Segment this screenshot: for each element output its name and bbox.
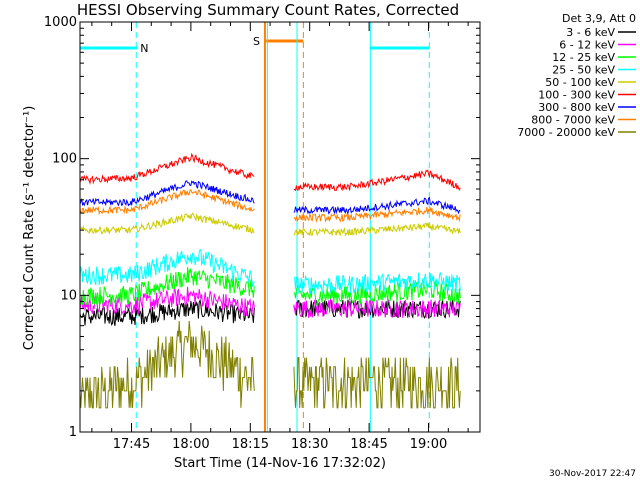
- x-tick-label: 18:45: [350, 437, 387, 452]
- legend-header: Det 3,9, Att 0: [562, 12, 636, 25]
- series-line-6-seg0: [79, 180, 255, 207]
- legend-label: 12 - 25 keV: [552, 51, 615, 64]
- legend-label: 100 - 300 keV: [538, 89, 615, 102]
- legend-label: 3 - 6 keV: [566, 26, 615, 39]
- legend-label: 25 - 50 keV: [552, 64, 615, 77]
- series-line-8-seg0: [79, 320, 255, 409]
- saa-label: S: [253, 35, 260, 48]
- series-line-1-seg0: [79, 286, 255, 317]
- x-axis-title: Start Time (14-Nov-16 17:32:02): [174, 456, 386, 471]
- series-line-3-seg1: [293, 272, 461, 295]
- data-series: [79, 152, 461, 409]
- y-tick-label: 10: [60, 288, 77, 303]
- series-line-5-seg1: [293, 169, 461, 192]
- x-tick-label: 18:30: [291, 437, 328, 452]
- overlays: NS: [80, 22, 430, 432]
- series-line-2-seg1: [293, 280, 461, 306]
- plot-frame: [79, 21, 481, 433]
- legend-label: 6 - 12 keV: [559, 39, 615, 52]
- series-line-7-seg1: [293, 207, 461, 223]
- legend-label: 800 - 7000 keV: [531, 114, 615, 127]
- legend-label: 7000 - 20000 keV: [517, 126, 615, 139]
- series-line-6-seg1: [293, 196, 461, 215]
- y-axis-title: Corrected Count Rate (s⁻¹ detector⁻¹): [22, 106, 37, 351]
- series-line-2-seg0: [79, 266, 255, 306]
- footer-date: 30-Nov-2017 22:47: [549, 469, 636, 479]
- x-tick-label: 18:15: [232, 437, 269, 452]
- series-line-3-seg0: [79, 249, 255, 287]
- night-label: N: [140, 42, 148, 55]
- y-tick-label: 100: [52, 152, 77, 167]
- axes: 1 10 100 1000 17:45 18:00 18:15 18:30 18:45 19:00: [44, 15, 481, 452]
- series-line-7-seg0: [79, 189, 255, 216]
- series-line-8-seg1: [293, 357, 461, 409]
- x-tick-label: 18:00: [172, 437, 209, 452]
- series-line-5-seg0: [79, 152, 255, 186]
- y-tick-label: 1: [69, 425, 77, 440]
- chart-title: HESSI Observing Summary Count Rates, Cor…: [77, 1, 459, 19]
- legend-label: 50 - 100 keV: [545, 76, 615, 89]
- series-line-4-seg0: [79, 212, 255, 235]
- series-line-1-seg1: [293, 298, 461, 319]
- x-tick-label: 19:00: [410, 437, 447, 452]
- legend-label: 300 - 800 keV: [538, 101, 615, 114]
- y-tick-label: 1000: [44, 15, 77, 30]
- series-line-4-seg1: [293, 222, 461, 237]
- x-tick-label: 17:45: [113, 437, 150, 452]
